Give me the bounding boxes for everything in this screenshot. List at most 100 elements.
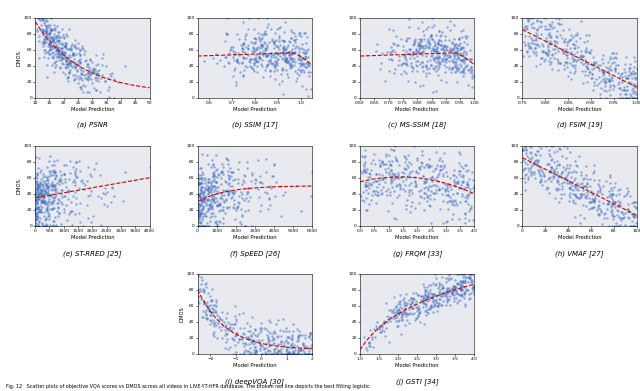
- Point: [278, 56, 289, 62]
- Point: [460, 277, 470, 283]
- Point: [407, 305, 417, 311]
- Point: [421, 194, 431, 200]
- Point: [404, 192, 414, 198]
- Point: [52, 208, 62, 215]
- Point: [281, 58, 291, 65]
- Point: [60, 43, 70, 50]
- Point: [536, 176, 546, 183]
- Point: [460, 219, 470, 226]
- Point: [572, 30, 582, 36]
- Point: [393, 170, 403, 176]
- Point: [572, 163, 582, 169]
- Point: [77, 71, 87, 77]
- Point: [205, 189, 216, 196]
- Point: [612, 62, 623, 68]
- Point: [434, 186, 444, 192]
- Point: [299, 50, 309, 56]
- Point: [273, 50, 283, 56]
- Point: [273, 341, 284, 348]
- Point: [381, 151, 391, 157]
- Point: [199, 222, 209, 229]
- Point: [281, 45, 291, 52]
- Point: [198, 174, 209, 181]
- Point: [45, 206, 56, 212]
- Point: [576, 193, 586, 199]
- Point: [259, 39, 269, 45]
- Point: [211, 298, 221, 305]
- Point: [280, 351, 291, 357]
- Point: [51, 57, 61, 64]
- Point: [432, 45, 442, 52]
- Point: [196, 217, 207, 223]
- Point: [447, 285, 458, 291]
- Point: [546, 178, 556, 184]
- Point: [386, 180, 396, 187]
- Point: [71, 159, 81, 165]
- Point: [456, 192, 467, 199]
- Point: [426, 220, 436, 226]
- Point: [615, 202, 625, 208]
- Point: [449, 54, 459, 61]
- Point: [579, 187, 589, 194]
- Point: [561, 59, 572, 65]
- Point: [48, 36, 58, 42]
- Point: [401, 309, 412, 316]
- Point: [226, 173, 236, 179]
- Point: [40, 49, 50, 56]
- Point: [570, 183, 580, 189]
- Point: [44, 51, 54, 57]
- Point: [618, 215, 628, 222]
- Point: [200, 184, 210, 190]
- Point: [51, 169, 61, 176]
- Point: [88, 68, 99, 74]
- Point: [286, 335, 296, 342]
- Point: [268, 346, 278, 352]
- Point: [37, 192, 47, 198]
- Point: [535, 172, 545, 178]
- Point: [460, 288, 470, 294]
- Point: [35, 194, 45, 201]
- Point: [548, 24, 559, 30]
- Point: [30, 210, 40, 216]
- Point: [610, 180, 620, 187]
- Point: [605, 83, 615, 89]
- Point: [620, 222, 630, 228]
- Point: [542, 25, 552, 32]
- Point: [229, 188, 239, 195]
- Point: [414, 163, 424, 170]
- Point: [421, 287, 431, 293]
- Point: [593, 205, 604, 211]
- Point: [400, 154, 410, 160]
- Point: [579, 38, 589, 45]
- Point: [424, 38, 435, 45]
- Point: [296, 66, 306, 73]
- Point: [417, 152, 428, 158]
- Point: [195, 213, 205, 220]
- Point: [297, 62, 307, 68]
- Point: [422, 283, 432, 290]
- Point: [260, 189, 271, 196]
- Point: [207, 308, 218, 315]
- Point: [104, 84, 115, 90]
- Point: [203, 185, 213, 191]
- Point: [59, 52, 69, 59]
- Point: [223, 327, 234, 333]
- Point: [411, 58, 421, 64]
- Point: [434, 296, 444, 302]
- Point: [60, 57, 70, 64]
- Point: [614, 186, 625, 192]
- Point: [428, 46, 438, 52]
- Point: [223, 161, 233, 167]
- Point: [35, 207, 45, 213]
- Point: [250, 35, 260, 41]
- Point: [426, 52, 436, 59]
- Point: [429, 56, 439, 62]
- Point: [36, 200, 47, 206]
- Point: [49, 27, 60, 33]
- Point: [428, 65, 438, 71]
- Point: [294, 346, 304, 353]
- Point: [442, 288, 452, 294]
- Point: [557, 50, 568, 57]
- Point: [559, 39, 569, 45]
- Point: [220, 210, 230, 216]
